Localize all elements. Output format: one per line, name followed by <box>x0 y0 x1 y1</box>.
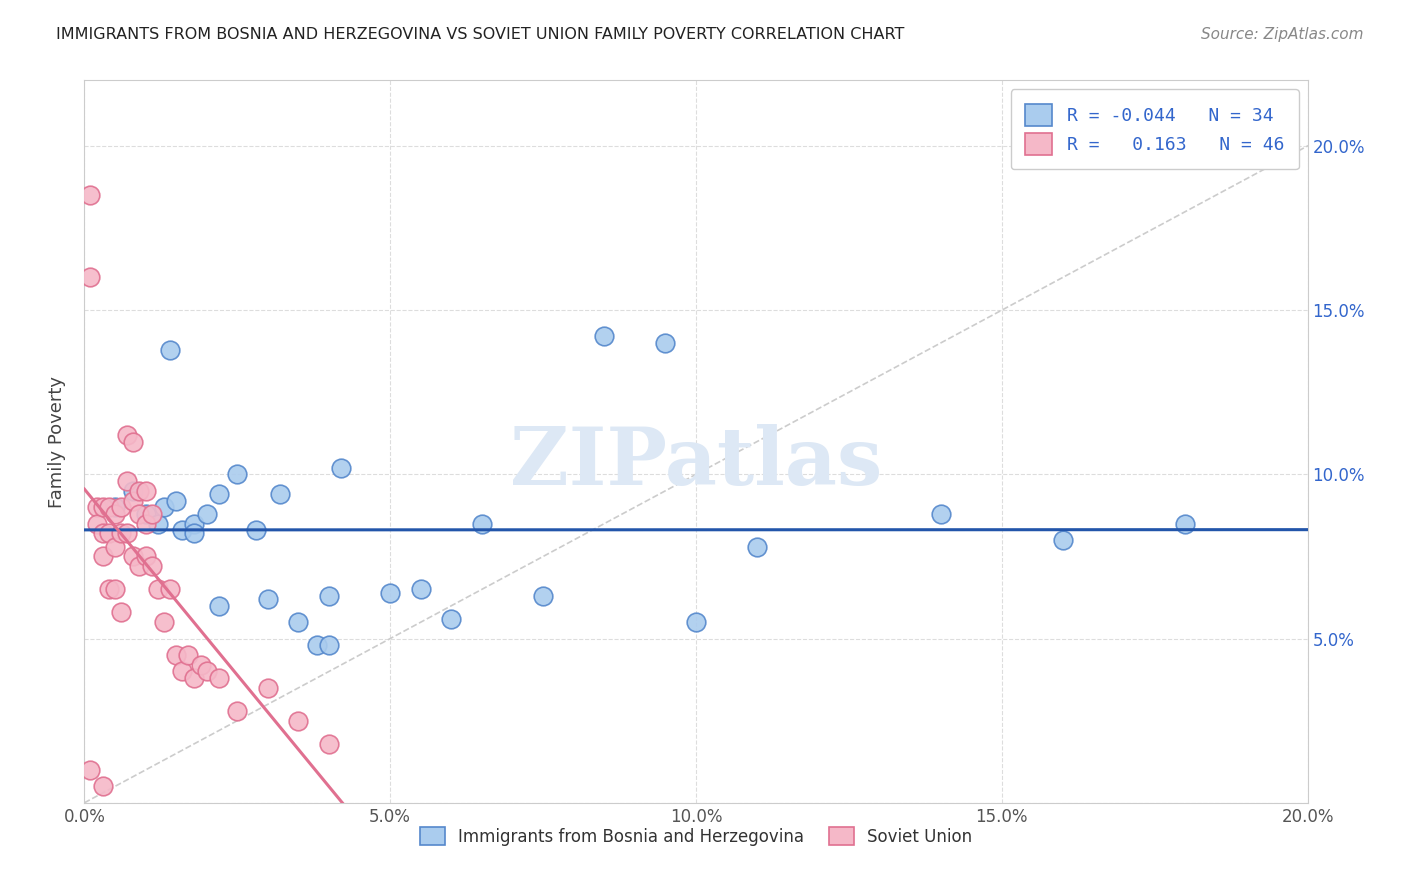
Legend: Immigrants from Bosnia and Herzegovina, Soviet Union: Immigrants from Bosnia and Herzegovina, … <box>413 821 979 852</box>
Text: IMMIGRANTS FROM BOSNIA AND HERZEGOVINA VS SOVIET UNION FAMILY POVERTY CORRELATIO: IMMIGRANTS FROM BOSNIA AND HERZEGOVINA V… <box>56 27 904 42</box>
Point <box>104 540 127 554</box>
Point <box>79 270 101 285</box>
Point <box>135 516 157 531</box>
Point <box>91 526 114 541</box>
Point <box>97 526 120 541</box>
Point <box>330 460 353 475</box>
Point <box>287 714 309 728</box>
Point <box>104 582 127 597</box>
Point <box>440 612 463 626</box>
Point <box>122 483 145 498</box>
Point <box>208 599 231 613</box>
Point <box>115 428 138 442</box>
Point <box>159 343 181 357</box>
Point <box>287 615 309 630</box>
Point <box>128 507 150 521</box>
Point <box>195 665 218 679</box>
Point <box>165 493 187 508</box>
Point <box>104 500 127 515</box>
Point <box>183 671 205 685</box>
Point <box>593 329 616 343</box>
Text: Source: ZipAtlas.com: Source: ZipAtlas.com <box>1201 27 1364 42</box>
Point <box>257 592 280 607</box>
Point <box>226 704 249 718</box>
Point <box>128 559 150 574</box>
Point <box>146 516 169 531</box>
Point <box>159 582 181 597</box>
Point <box>86 500 108 515</box>
Point <box>97 582 120 597</box>
Point <box>146 582 169 597</box>
Point <box>122 493 145 508</box>
Point <box>110 605 132 619</box>
Point <box>305 638 328 652</box>
Text: ZIPatlas: ZIPatlas <box>510 425 882 502</box>
Point <box>122 549 145 564</box>
Point <box>97 500 120 515</box>
Point <box>91 549 114 564</box>
Point <box>226 467 249 482</box>
Point <box>208 487 231 501</box>
Point <box>747 540 769 554</box>
Point <box>115 474 138 488</box>
Point <box>165 648 187 662</box>
Point <box>122 434 145 449</box>
Point <box>135 483 157 498</box>
Point <box>183 516 205 531</box>
Point <box>153 500 176 515</box>
Point <box>318 638 340 652</box>
Point <box>110 526 132 541</box>
Y-axis label: Family Poverty: Family Poverty <box>48 376 66 508</box>
Point <box>115 526 138 541</box>
Point <box>380 585 402 599</box>
Point <box>531 589 554 603</box>
Point <box>141 507 163 521</box>
Point <box>79 763 101 777</box>
Point <box>245 523 267 537</box>
Point <box>929 507 952 521</box>
Point <box>135 507 157 521</box>
Point <box>79 188 101 202</box>
Point <box>128 483 150 498</box>
Point <box>177 648 200 662</box>
Point <box>172 665 194 679</box>
Point <box>91 500 114 515</box>
Point <box>208 671 231 685</box>
Point <box>195 507 218 521</box>
Point <box>183 526 205 541</box>
Point <box>110 500 132 515</box>
Point <box>257 681 280 695</box>
Point <box>269 487 291 501</box>
Point <box>471 516 494 531</box>
Point <box>86 516 108 531</box>
Point <box>1174 516 1197 531</box>
Point <box>685 615 707 630</box>
Point <box>172 523 194 537</box>
Point <box>153 615 176 630</box>
Point <box>104 507 127 521</box>
Point <box>318 737 340 751</box>
Point <box>654 336 676 351</box>
Point <box>141 559 163 574</box>
Point <box>135 549 157 564</box>
Point <box>91 780 114 794</box>
Point <box>318 589 340 603</box>
Point <box>1052 533 1074 547</box>
Point <box>190 657 212 672</box>
Point <box>409 582 432 597</box>
